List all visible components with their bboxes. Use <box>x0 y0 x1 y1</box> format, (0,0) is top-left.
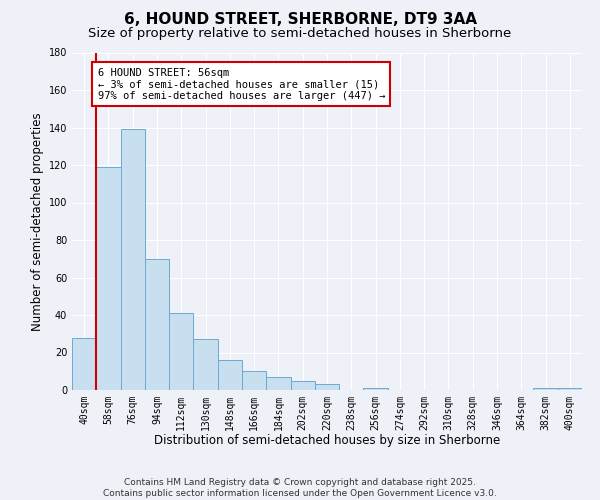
Bar <box>96 167 121 390</box>
Text: 6 HOUND STREET: 56sqm
← 3% of semi-detached houses are smaller (15)
97% of semi-: 6 HOUND STREET: 56sqm ← 3% of semi-detac… <box>97 68 385 100</box>
Bar <box>266 377 290 390</box>
Bar <box>193 340 218 390</box>
Text: Size of property relative to semi-detached houses in Sherborne: Size of property relative to semi-detach… <box>88 28 512 40</box>
Bar <box>121 130 145 390</box>
Text: 6, HOUND STREET, SHERBORNE, DT9 3AA: 6, HOUND STREET, SHERBORNE, DT9 3AA <box>124 12 476 28</box>
Bar <box>315 384 339 390</box>
X-axis label: Distribution of semi-detached houses by size in Sherborne: Distribution of semi-detached houses by … <box>154 434 500 448</box>
Bar <box>242 371 266 390</box>
Bar <box>290 380 315 390</box>
Bar <box>558 388 582 390</box>
Bar <box>169 313 193 390</box>
Bar <box>533 388 558 390</box>
Text: Contains HM Land Registry data © Crown copyright and database right 2025.
Contai: Contains HM Land Registry data © Crown c… <box>103 478 497 498</box>
Bar <box>218 360 242 390</box>
Bar <box>145 259 169 390</box>
Y-axis label: Number of semi-detached properties: Number of semi-detached properties <box>31 112 44 330</box>
Bar <box>72 338 96 390</box>
Bar <box>364 388 388 390</box>
